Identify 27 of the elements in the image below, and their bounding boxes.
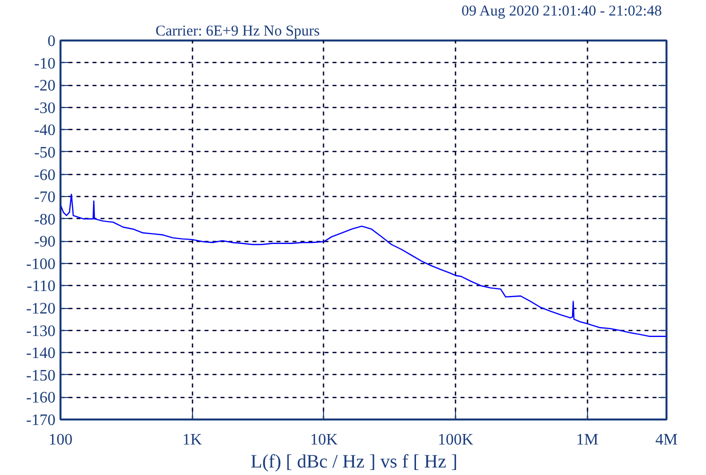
chart-title: Carrier: 6E+9 Hz No Spurs bbox=[156, 24, 320, 40]
y-tick-label: -30 bbox=[34, 100, 56, 117]
x-tick-label: 100 bbox=[48, 432, 72, 448]
chart-subtitle: 09 Aug 2020 21:01:40 - 21:02:48 bbox=[462, 4, 662, 20]
y-tick-label: -80 bbox=[34, 211, 56, 228]
x-tick-label: 1K bbox=[182, 432, 202, 448]
y-tick-label: -120 bbox=[26, 300, 56, 318]
x-tick-label: 1M bbox=[576, 432, 598, 448]
x-tick-label: 4M bbox=[655, 432, 678, 448]
y-tick-label: -100 bbox=[26, 256, 56, 273]
y-tick-label: -20 bbox=[34, 78, 56, 95]
y-tick-label: -70 bbox=[34, 189, 56, 206]
y-tick-label: -60 bbox=[34, 166, 56, 184]
y-tick-label: -40 bbox=[34, 122, 56, 140]
y-tick-label: -160 bbox=[26, 390, 56, 407]
y-tick-label: -170 bbox=[26, 412, 56, 429]
y-tick-label: -10 bbox=[34, 55, 56, 72]
x-axis-title: L(f) [ dBc / Hz ] vs f [ Hz ] bbox=[250, 452, 458, 472]
y-tick-label: -110 bbox=[26, 278, 56, 296]
y-tick-label: -130 bbox=[26, 322, 56, 340]
x-tick-label: 100K bbox=[438, 432, 474, 448]
y-tick-label: 0 bbox=[48, 33, 56, 50]
y-tick-label: -90 bbox=[34, 234, 56, 251]
x-tick-label: 10K bbox=[310, 432, 338, 448]
y-tick-label: -150 bbox=[26, 367, 56, 384]
y-tick-label: -50 bbox=[34, 144, 56, 162]
y-tick-label: -140 bbox=[26, 345, 56, 362]
